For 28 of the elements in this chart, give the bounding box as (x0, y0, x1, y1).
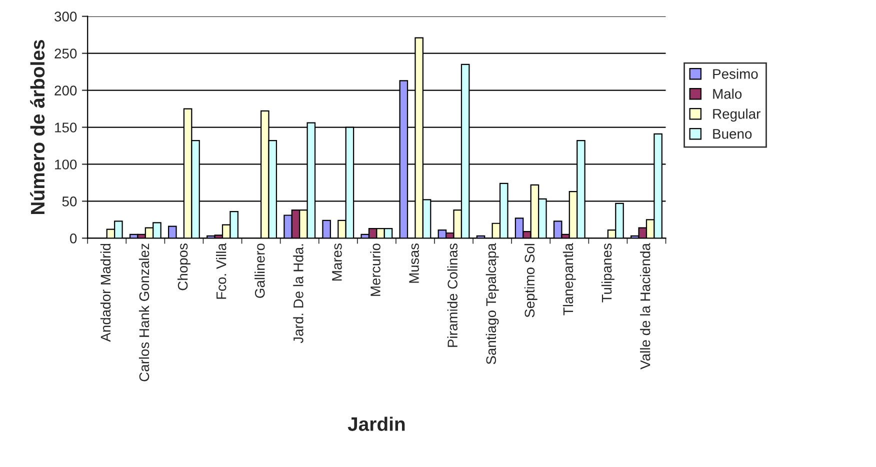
legend-label: Malo (713, 88, 742, 99)
x-tick-label: Septimo Sol (524, 244, 538, 318)
x-tick-label: Fco. Villa (216, 243, 226, 299)
x-tick-label: Piramide Colinas (447, 244, 458, 347)
x-tick-label: Jard. De la Hda. (293, 244, 304, 344)
y-tick-label: 100 (55, 160, 77, 170)
y-tick-label: 0 (70, 234, 77, 244)
x-tick-label: Musas (409, 244, 419, 283)
x-tick-label: Andador Madrid (100, 244, 111, 342)
x-tick-label: Mares (332, 244, 342, 280)
x-tick-label: Gallinero (254, 244, 265, 298)
y-axis-title: Número de árboles (30, 40, 45, 214)
x-tick-label: Santiago Tepalcapa (486, 243, 499, 364)
legend-label: Pesimo (713, 68, 758, 79)
y-tick-label: 250 (54, 48, 77, 58)
legend-label: Regular (713, 108, 760, 122)
x-tick-label: Mercurio (370, 244, 380, 296)
x-tick-label: Tlanepantla (562, 243, 576, 316)
y-tick-label: 150 (55, 122, 77, 132)
x-tick-label: Carlos Hank Gonzalez (138, 244, 150, 382)
y-tick-label: 300 (54, 12, 77, 22)
y-tick-label: 50 (62, 196, 77, 206)
x-tick-label: Chopos (177, 244, 190, 290)
x-axis-title: Jardin (348, 416, 405, 431)
x-tick-label: Valle de la Hacienda (640, 243, 650, 370)
y-tick-label: 200 (54, 86, 77, 96)
legend-label: Bueno (713, 129, 752, 139)
x-tick-label: Tulipanes (601, 244, 614, 302)
